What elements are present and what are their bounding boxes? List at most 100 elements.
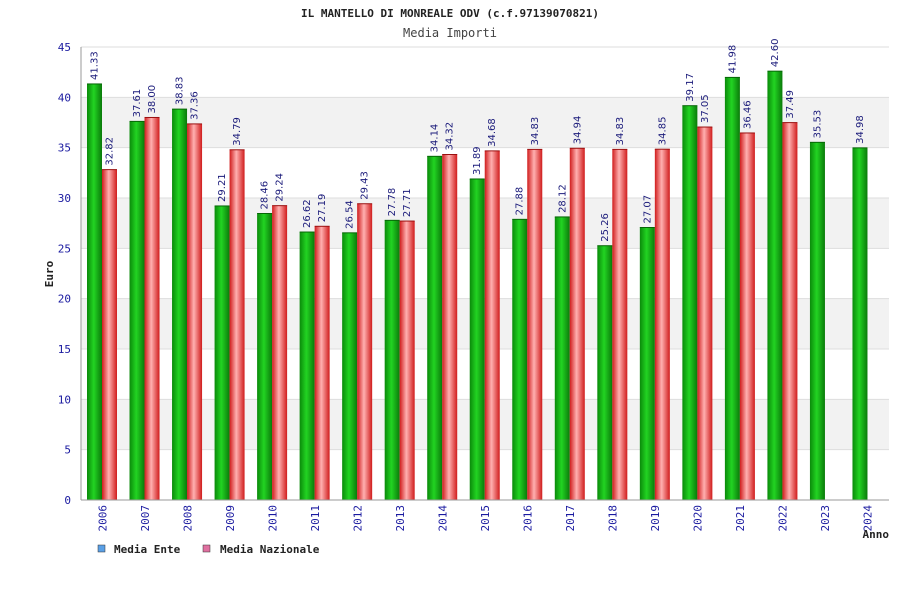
- bar-media-nazionale: [612, 149, 628, 501]
- data-label: 26.62: [302, 199, 313, 228]
- bar-media-ente: [809, 142, 825, 500]
- x-axis-label: Anno: [863, 528, 890, 541]
- y-tick-label: 35: [58, 142, 71, 155]
- data-label: 34.83: [530, 117, 541, 146]
- y-tick-label: 15: [58, 343, 71, 356]
- data-label: 34.32: [445, 122, 456, 151]
- bar-media-ente: [129, 121, 145, 500]
- x-tick-label: 2022: [777, 505, 790, 532]
- data-label: 29.24: [275, 173, 286, 202]
- bar-media-ente: [852, 147, 868, 501]
- data-label: 37.05: [700, 94, 711, 123]
- data-label: 27.07: [642, 195, 653, 224]
- bar-media-ente: [427, 156, 443, 500]
- data-label: 27.19: [317, 194, 328, 223]
- data-label: 41.33: [90, 51, 101, 80]
- data-label: 28.46: [260, 181, 271, 210]
- data-label: 38.83: [175, 76, 186, 105]
- data-label: 34.94: [572, 116, 583, 145]
- y-tick-label: 5: [64, 444, 71, 457]
- bar-media-ente: [172, 109, 188, 501]
- x-tick-label: 2021: [734, 505, 747, 532]
- y-tick-labels: 0 5 10 15 20 25 30 35 40 45: [58, 41, 71, 507]
- bar-media-nazionale: [272, 205, 288, 500]
- y-tick-label: 20: [58, 293, 71, 306]
- x-tick-label: 2024: [862, 505, 875, 532]
- x-tick-label: 2016: [522, 505, 535, 532]
- data-label: 27.88: [515, 187, 526, 216]
- legend-swatch-media-ente: [97, 544, 106, 553]
- bar-media-nazionale: [314, 226, 330, 500]
- bar-media-nazionale: [357, 203, 373, 500]
- bar-media-nazionale: [144, 117, 160, 500]
- data-label: 28.12: [557, 184, 568, 213]
- data-label: 29.43: [360, 171, 371, 200]
- bar-media-ente: [384, 220, 400, 500]
- bar-media-nazionale: [527, 149, 543, 501]
- legend-label-media-ente: Media Ente: [114, 543, 181, 556]
- data-label: 37.61: [132, 89, 143, 118]
- bar-media-ente: [767, 71, 783, 500]
- chart-subtitle: Media Importi: [403, 26, 497, 40]
- bar-media-nazionale: [654, 149, 670, 500]
- x-tick-label: 2010: [266, 505, 279, 532]
- x-tick-label: 2011: [309, 505, 322, 532]
- data-label: 34.14: [430, 124, 441, 153]
- data-label: 41.98: [727, 45, 738, 74]
- x-tick-label: 2009: [224, 505, 237, 532]
- x-tick-label: 2023: [819, 505, 832, 532]
- x-tick-label: 2018: [607, 505, 620, 532]
- data-label: 29.21: [217, 173, 228, 202]
- y-tick-label: 45: [58, 41, 71, 54]
- x-tick-label: 2007: [139, 505, 152, 532]
- x-tick-label: 2013: [394, 505, 407, 532]
- bar-media-ente: [214, 205, 230, 500]
- data-label: 39.17: [685, 73, 696, 102]
- y-axis-label: Euro: [43, 260, 56, 287]
- bar-media-ente: [469, 178, 485, 500]
- legend-swatch-media-nazionale: [202, 544, 211, 553]
- data-label: 34.83: [615, 117, 626, 146]
- y-tick-label: 25: [58, 242, 71, 255]
- bar-media-nazionale: [102, 169, 117, 500]
- y-tick-label: 10: [58, 393, 71, 406]
- x-tick-label: 2012: [351, 505, 364, 532]
- x-tick-label: 2014: [436, 505, 449, 532]
- bar-media-nazionale: [229, 149, 245, 500]
- data-label: 38.00: [147, 85, 158, 114]
- data-label: 34.68: [487, 118, 498, 147]
- x-tick-label: 2015: [479, 505, 492, 532]
- bar-media-nazionale: [739, 132, 755, 500]
- x-tick-label: 2019: [649, 505, 662, 532]
- data-label: 27.71: [402, 188, 413, 217]
- data-label: 26.54: [345, 200, 356, 229]
- data-label: 27.78: [387, 188, 398, 217]
- bar-media-nazionale: [782, 122, 798, 500]
- bar-media-ente: [257, 213, 273, 500]
- x-tick-label: 2008: [181, 505, 194, 532]
- bar-media-nazionale: [569, 148, 585, 500]
- data-label: 37.36: [190, 91, 201, 120]
- bar-media-ente: [299, 232, 315, 500]
- bar-media-ente: [682, 105, 698, 501]
- bar-media-ente: [724, 77, 740, 500]
- y-tick-label: 30: [58, 192, 71, 205]
- data-label: 25.26: [600, 213, 611, 242]
- data-label: 34.98: [855, 115, 866, 144]
- bar-media-ente: [342, 232, 358, 500]
- data-label: 31.89: [472, 146, 483, 175]
- bar-media-ente: [554, 216, 570, 500]
- chart-title: IL MANTELLO DI MONREALE ODV (c.f.9713907…: [301, 7, 599, 20]
- bar-media-nazionale: [399, 221, 415, 500]
- x-tick-label: 2006: [96, 505, 109, 532]
- data-label: 37.49: [785, 90, 796, 119]
- x-tick-label: 2017: [564, 505, 577, 532]
- y-tick-label: 0: [64, 494, 71, 507]
- bar-media-nazionale: [697, 127, 713, 500]
- legend: Media Ente Media Nazionale: [97, 543, 320, 556]
- bar-media-ente: [87, 83, 102, 500]
- value-labels-group: 41.33 32.82 37.61 38.00 38.83 37.36 29.21 34.79…: [90, 39, 866, 242]
- data-label: 36.46: [742, 100, 753, 129]
- bars-group: [87, 70, 868, 501]
